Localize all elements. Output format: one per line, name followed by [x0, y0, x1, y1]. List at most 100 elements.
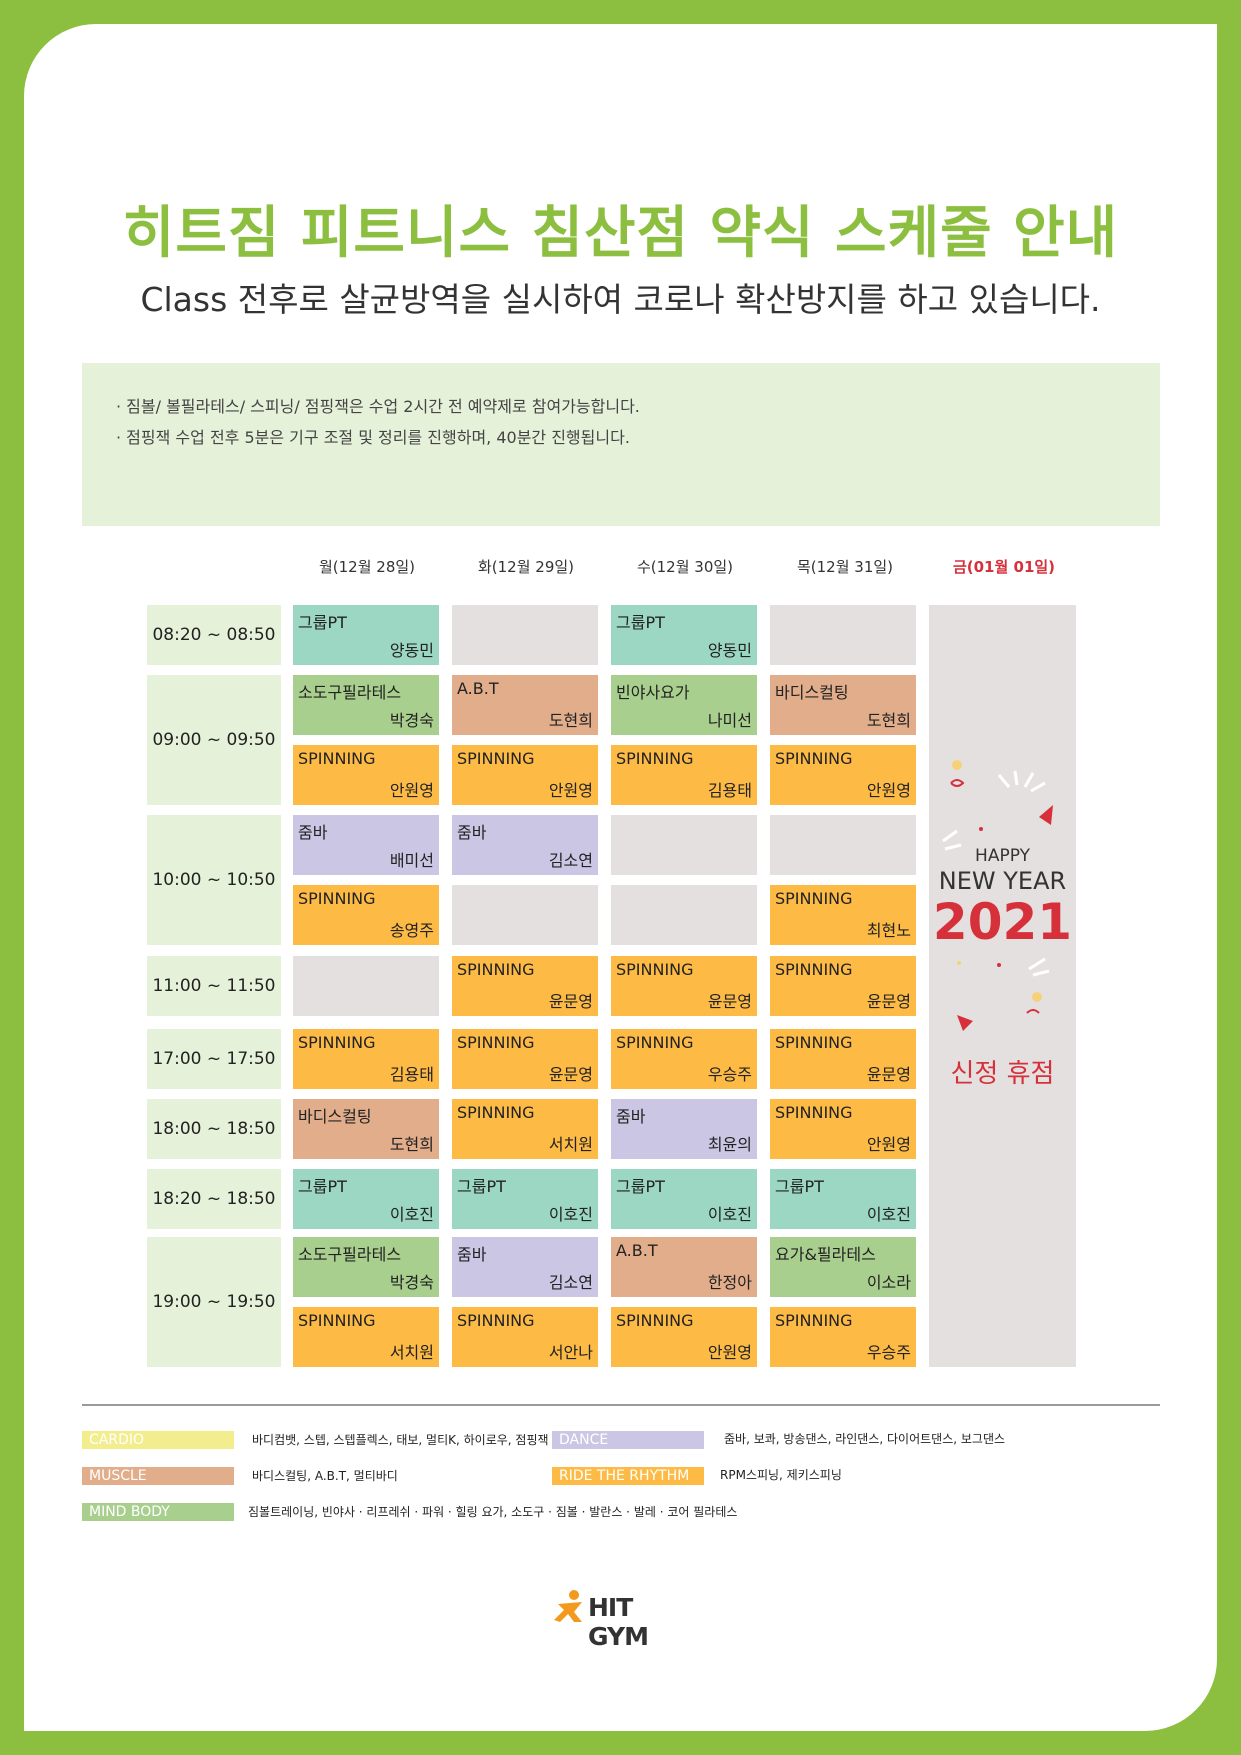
trainer-name: 우승주 [707, 1065, 752, 1084]
legend-tag-mind-body: MIND BODY [82, 1503, 234, 1521]
trainer-name: 김용태 [389, 1065, 434, 1084]
trainer-name: 안원영 [707, 1343, 752, 1362]
class-name: 그룹PT [298, 613, 347, 632]
trainer-name: 서치원 [389, 1343, 434, 1362]
friday-holiday-column: HAPPY NEW YEAR 2021 신정 휴점 [929, 605, 1076, 1367]
legend-tag-cardio: CARDIO [82, 1431, 234, 1449]
class-name: SPINNING [616, 960, 694, 979]
legend-desc-ride: RPM스피닝, 제키스피닝 [720, 1468, 842, 1482]
class-cell: SPINNING 서치원 [452, 1099, 598, 1159]
class-name: 그룹PT [457, 1177, 506, 1196]
trainer-name: 한정아 [707, 1273, 752, 1292]
trainer-name: 최윤의 [707, 1135, 752, 1154]
notice-box: · 짐볼/ 볼필라테스/ 스피닝/ 점핑잭은 수업 2시간 전 예약제로 참여가… [82, 363, 1160, 526]
time-slot: 19:00 ~ 19:50 [147, 1237, 281, 1367]
class-cell: SPINNING 윤문영 [770, 956, 916, 1016]
class-name: SPINNING [298, 1033, 376, 1052]
notice-line-1: · 짐볼/ 볼필라테스/ 스피닝/ 점핑잭은 수업 2시간 전 예약제로 참여가… [116, 397, 640, 416]
class-name: 줌바 [298, 823, 328, 842]
legend-tag-ride: RIDE THE RHYTHM [552, 1467, 704, 1485]
class-name: 바디스컬팅 [298, 1107, 372, 1126]
legend-desc-dance: 줌바, 보콰, 방송댄스, 라인댄스, 다이어트댄스, 보그댄스 [724, 1432, 1006, 1446]
class-cell: 빈야사요가 나미선 [611, 675, 757, 735]
class-name: SPINNING [298, 749, 376, 768]
confetti-icon [957, 957, 1050, 1031]
class-name: SPINNING [457, 749, 535, 768]
time-slot: 18:20 ~ 18:50 [147, 1169, 281, 1229]
class-name: 그룹PT [616, 1177, 665, 1196]
class-cell: SPINNING 윤문영 [611, 956, 757, 1016]
runner-icon [554, 1590, 582, 1622]
class-name: SPINNING [775, 1103, 853, 1122]
trainer-name: 이호진 [548, 1205, 593, 1224]
trainer-name: 도현희 [866, 711, 911, 730]
legend-tag-dance: DANCE [552, 1431, 704, 1449]
class-name: 줌바 [616, 1107, 646, 1126]
page-subtitle: Class 전후로 살균방역을 실시하여 코로나 확산방지를 하고 있습니다. [140, 280, 1101, 319]
class-cell: SPINNING 윤문영 [452, 1029, 598, 1089]
holiday-closed-text: 신정 휴점 [950, 1059, 1055, 1089]
trainer-name: 윤문영 [866, 992, 911, 1011]
class-cell: 그룹PT 이호진 [611, 1169, 757, 1229]
page-title: 히트짐 피트니스 침산점 약식 스케줄 안내 [122, 201, 1119, 266]
class-name: SPINNING [457, 960, 535, 979]
class-cell: SPINNING 송영주 [293, 885, 439, 945]
trainer-name: 이호진 [866, 1205, 911, 1224]
day-header-thu: 목(12월 31일) [796, 558, 894, 576]
trainer-name: 안원영 [866, 781, 911, 800]
class-name: SPINNING [775, 889, 853, 908]
trainer-name: 윤문영 [548, 1065, 593, 1084]
class-cell: SPINNING 최현노 [770, 885, 916, 945]
class-cell: 바디스컬팅 도현희 [293, 1099, 439, 1159]
class-cell: 소도구필라테스 박경숙 [293, 675, 439, 735]
time-slot: 10:00 ~ 10:50 [147, 815, 281, 945]
happy-text: HAPPY [975, 846, 1030, 866]
class-cell: 요가&필라테스 이소라 [770, 1237, 916, 1297]
legend-desc-mind-body: 짐볼트레이닝, 빈야사 · 리프레쉬 · 파워 · 힐링 요가, 소도구 · 짐… [248, 1505, 738, 1519]
legend-desc-muscle: 바디스컬팅, A.B.T, 멀티바디 [252, 1469, 398, 1483]
class-name: SPINNING [775, 1311, 853, 1330]
trainer-name: 안원영 [548, 781, 593, 800]
class-cell: 그룹PT 이호진 [452, 1169, 598, 1229]
class-name: 줌바 [457, 823, 487, 842]
class-name: 줌바 [457, 1245, 487, 1264]
trainer-name: 김소연 [548, 1273, 593, 1292]
day-header-fri: 금(01월 01일) [952, 558, 1056, 576]
class-name: 요가&필라테스 [775, 1245, 876, 1264]
empty-cell [611, 815, 757, 875]
class-name: 소도구필라테스 [298, 1245, 402, 1264]
party-decoration-icon [942, 760, 1053, 851]
class-cell: SPINNING 안원영 [770, 1099, 916, 1159]
class-name: SPINNING [298, 1311, 376, 1330]
day-header-tue: 화(12월 29일) [477, 558, 575, 576]
trainer-name: 양동민 [389, 641, 434, 660]
trainer-name: 송영주 [389, 921, 434, 940]
logo-text: HIT GYM [588, 1593, 649, 1651]
empty-cell [452, 605, 598, 665]
class-cell: SPINNING 윤문영 [452, 956, 598, 1016]
class-name: SPINNING [775, 960, 853, 979]
class-name: A.B.T [616, 1241, 658, 1260]
class-name: SPINNING [457, 1103, 535, 1122]
class-name: SPINNING [616, 749, 694, 768]
empty-cell [770, 815, 916, 875]
empty-cell [611, 885, 757, 945]
time-slot: 17:00 ~ 17:50 [147, 1029, 281, 1089]
class-name: 바디스컬팅 [775, 683, 849, 702]
class-name: SPINNING [616, 1311, 694, 1330]
trainer-name: 서치원 [548, 1135, 593, 1154]
legend-desc-cardio: 바디컴뱃, 스텝, 스텝플렉스, 태보, 멀티K, 하이로우, 점핑잭 [252, 1433, 549, 1447]
trainer-name: 최현노 [866, 921, 911, 940]
class-name: SPINNING [457, 1311, 535, 1330]
trainer-name: 윤문영 [866, 1065, 911, 1084]
class-cell: A.B.T 도현희 [452, 675, 598, 735]
class-name: SPINNING [775, 1033, 853, 1052]
empty-cell [452, 885, 598, 945]
legend-tag-muscle: MUSCLE [82, 1467, 234, 1485]
trainer-name: 박경숙 [389, 1273, 434, 1292]
class-name: A.B.T [457, 679, 499, 698]
